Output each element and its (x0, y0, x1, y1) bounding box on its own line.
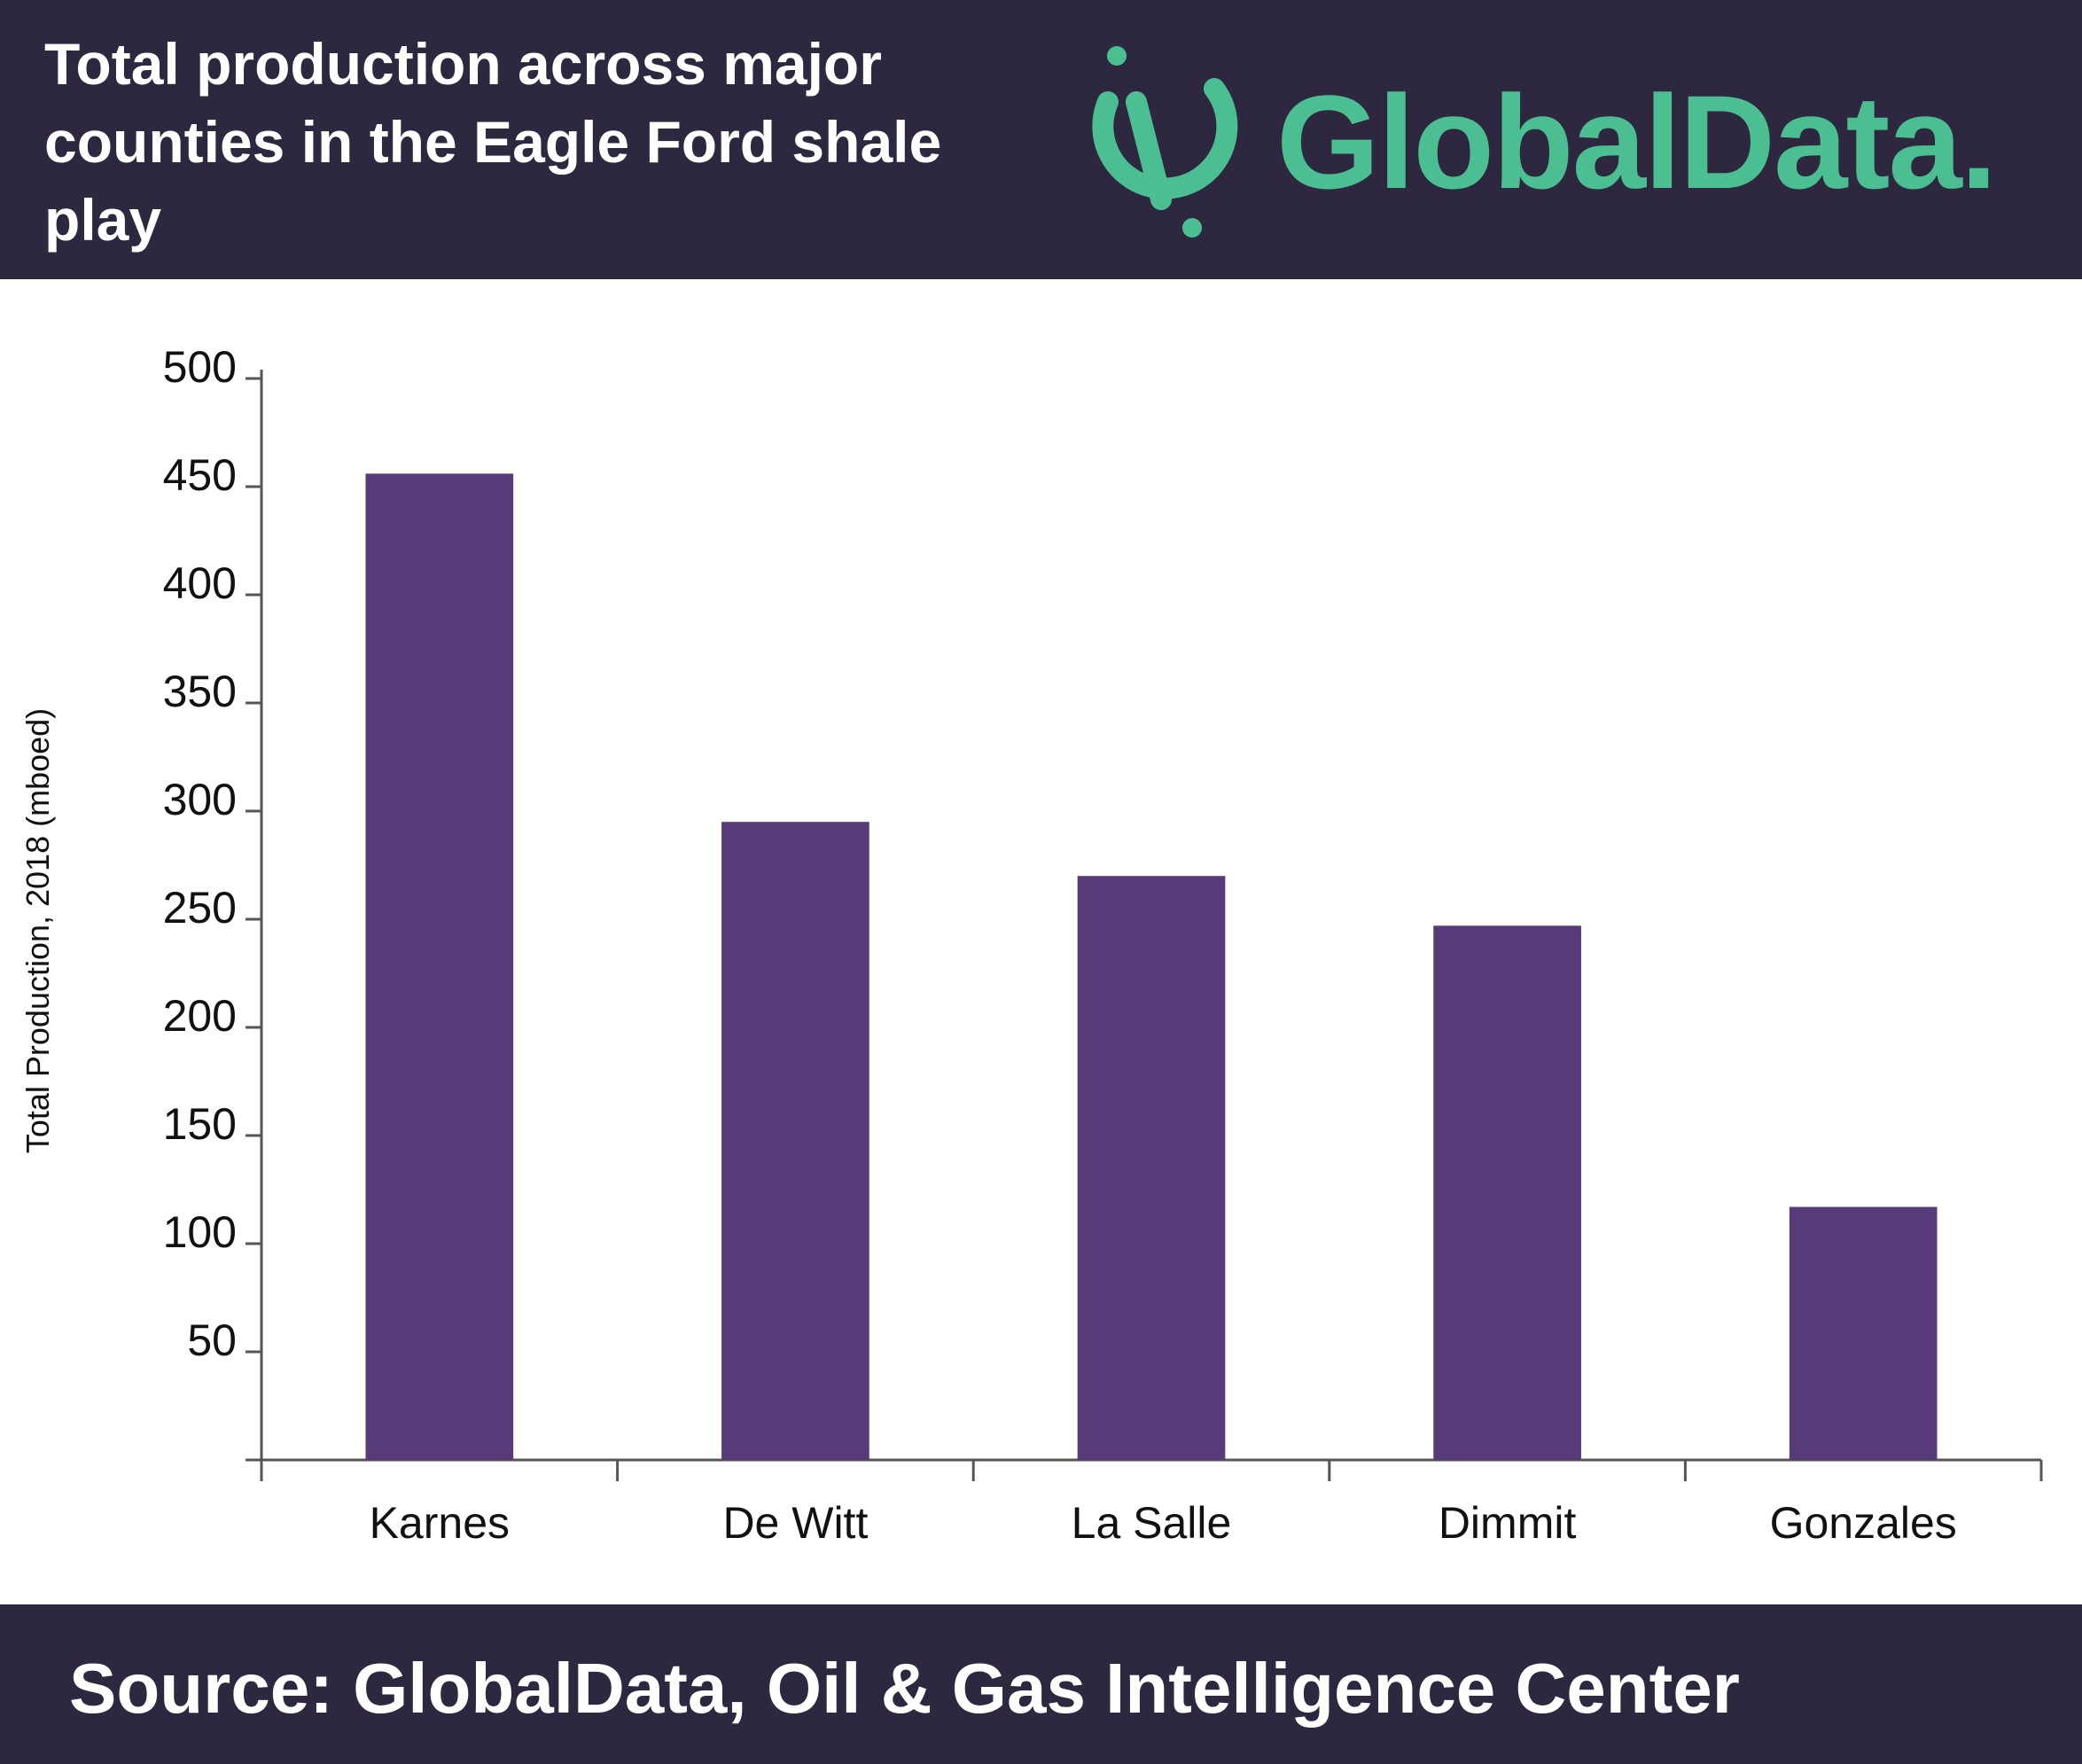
y-tick-label: 400 (163, 558, 237, 608)
y-axis-title: Total Production, 2018 (mboed) (19, 708, 56, 1153)
bars (365, 473, 1938, 1460)
chart-title: Total production across major counties i… (44, 31, 942, 253)
globaldata-logo: GlobalData. (1081, 40, 2056, 244)
globaldata-logo-icon (1092, 46, 1238, 238)
bar-chart: 50 100 150 200 250 300 350 400 450 500 Karnes De Wi… (19, 342, 2043, 1548)
y-tick-label: 250 (163, 883, 237, 933)
source-footer: Source: GlobalData, Oil & Gas Intelligen… (0, 1604, 2082, 1764)
source-text: Source: GlobalData, Oil & Gas Intelligen… (69, 1649, 1740, 1728)
y-tick-label: 450 (163, 450, 237, 500)
axis-labels: 50 100 150 200 250 300 350 400 450 500 Karnes De Wi… (163, 342, 1957, 1548)
chart-area: 50 100 150 200 250 300 350 400 450 500 Karnes De Wi… (0, 279, 2082, 1604)
x-tick-label: Gonzales (1770, 1498, 1957, 1548)
logo-wordmark: GlobalData. (1276, 67, 1997, 216)
x-tick-label: La Salle (1072, 1498, 1232, 1548)
y-tick-label: 150 (163, 1099, 237, 1149)
x-tick-label: Karnes (370, 1498, 510, 1548)
y-tick-label: 100 (163, 1207, 237, 1257)
bar-de-witt (721, 822, 869, 1460)
y-tick-label: 500 (163, 342, 237, 392)
bar-dimmit (1433, 925, 1581, 1460)
y-tick-label: 300 (163, 775, 237, 824)
bar-karnes (365, 473, 514, 1460)
header-banner: Total production across major counties i… (0, 0, 2082, 279)
y-tick-label: 200 (163, 991, 237, 1041)
bar-gonzales (1789, 1206, 1938, 1460)
y-tick-label: 50 (187, 1315, 237, 1365)
x-tick-label: Dimmit (1439, 1498, 1577, 1548)
y-tick-label: 350 (163, 667, 237, 716)
bar-la-salle (1077, 876, 1226, 1460)
x-tick-label: De Witt (722, 1498, 868, 1548)
